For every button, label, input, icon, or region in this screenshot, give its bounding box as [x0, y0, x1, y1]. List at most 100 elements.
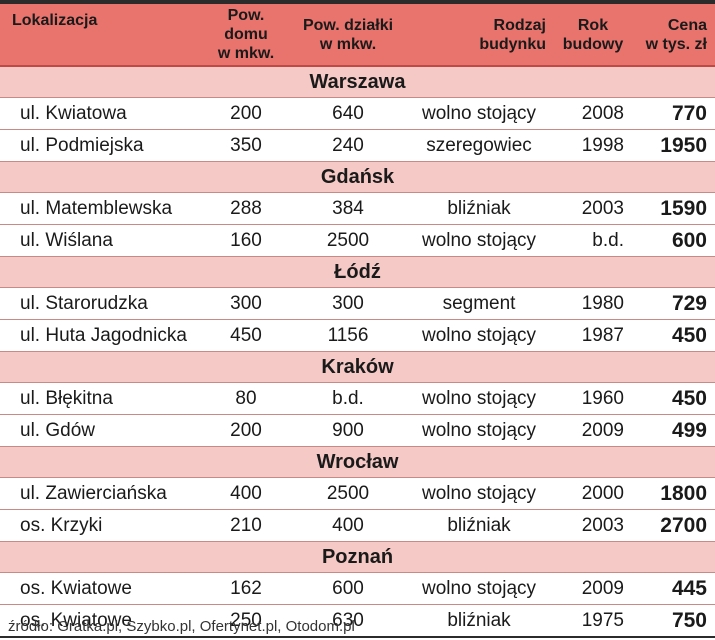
price-cell: 1590	[632, 192, 715, 225]
house-area-cell: 160	[200, 224, 292, 257]
table-row: os. Kwiatowe 250 630 bliźniak 1975 750	[0, 604, 715, 638]
year-cell: 2009	[554, 572, 632, 605]
table-row: os. Krzyki 210 400 bliźniak 2003 2700	[0, 509, 715, 542]
header-house-area: Pow. domu w mkw.	[200, 4, 292, 67]
building-type-cell: segment	[404, 287, 554, 320]
plot-area-cell: 384	[292, 192, 404, 225]
plot-area-cell: 2500	[292, 224, 404, 257]
building-type-cell: wolno stojący	[404, 382, 554, 415]
plot-area-cell: 2500	[292, 477, 404, 510]
year-cell: 2008	[554, 97, 632, 130]
city-name: Gdańsk	[0, 161, 715, 193]
house-area-cell: 288	[200, 192, 292, 225]
year-cell: 2003	[554, 192, 632, 225]
building-type-cell: bliźniak	[404, 192, 554, 225]
building-type-cell: wolno stojący	[404, 97, 554, 130]
location-cell: ul. Kwiatowa	[0, 97, 200, 130]
table-row: ul. Huta Jagodnicka 450 1156 wolno stojący 1…	[0, 319, 715, 352]
house-area-cell: 250	[200, 604, 292, 638]
location-cell: ul. Podmiejska	[0, 129, 200, 162]
price-cell: 750	[632, 604, 715, 638]
house-area-cell: 400	[200, 477, 292, 510]
table-row: ul. Wiślana 160 2500 wolno stojący b.d. 600	[0, 224, 715, 257]
house-area-cell: 200	[200, 97, 292, 130]
city-header-row: Warszawa	[0, 66, 715, 98]
price-cell: 450	[632, 319, 715, 352]
price-cell: 2700	[632, 509, 715, 542]
table-row: ul. Kwiatowa 200 640 wolno stojący 2008 770	[0, 97, 715, 130]
building-type-cell: wolno stojący	[404, 224, 554, 257]
location-cell: os. Kwiatowe	[0, 604, 200, 638]
location-cell: ul. Gdów	[0, 414, 200, 447]
table-row: ul. Gdów 200 900 wolno stojący 2009 499	[0, 414, 715, 447]
price-cell: 445	[632, 572, 715, 605]
building-type-cell: wolno stojący	[404, 477, 554, 510]
header-location: Lokalizacja	[0, 4, 200, 67]
price-cell: 1800	[632, 477, 715, 510]
table-body: Warszawa ul. Kwiatowa 200 640 wolno stojący 2…	[0, 66, 715, 638]
plot-area-cell: 900	[292, 414, 404, 447]
city-name: Poznań	[0, 541, 715, 573]
plot-area-cell: 600	[292, 572, 404, 605]
plot-area-cell: 630	[292, 604, 404, 638]
table-row: ul. Starorudzka 300 300 segment 1980 729	[0, 287, 715, 320]
house-area-cell: 210	[200, 509, 292, 542]
table-row: ul. Podmiejska 350 240 szeregowiec 1998 1950	[0, 129, 715, 162]
header-year: Rok budowy	[554, 4, 632, 67]
house-area-cell: 350	[200, 129, 292, 162]
building-type-cell: bliźniak	[404, 509, 554, 542]
header-plot-area: Pow. działki w mkw.	[292, 4, 404, 67]
plot-area-cell: 400	[292, 509, 404, 542]
plot-area-cell: b.d.	[292, 382, 404, 415]
house-area-cell: 80	[200, 382, 292, 415]
location-cell: ul. Huta Jagodnicka	[0, 319, 200, 352]
plot-area-cell: 640	[292, 97, 404, 130]
year-cell: 2009	[554, 414, 632, 447]
year-cell: b.d.	[554, 224, 632, 257]
price-cell: 499	[632, 414, 715, 447]
table-row: ul. Matemblewska 288 384 bliźniak 2003 1590	[0, 192, 715, 225]
building-type-cell: szeregowiec	[404, 129, 554, 162]
city-header-row: Gdańsk	[0, 161, 715, 193]
price-cell: 1950	[632, 129, 715, 162]
city-name: Łódź	[0, 256, 715, 288]
house-area-cell: 162	[200, 572, 292, 605]
location-cell: ul. Wiślana	[0, 224, 200, 257]
year-cell: 1960	[554, 382, 632, 415]
location-cell: os. Kwiatowe	[0, 572, 200, 605]
header-price: Cena w tys. zł	[632, 4, 715, 67]
city-name: Kraków	[0, 351, 715, 383]
table-row: ul. Zawierciańska 400 2500 wolno stojący 200…	[0, 477, 715, 510]
price-cell: 600	[632, 224, 715, 257]
table-header: Lokalizacja Pow. domu w mkw. Pow. działki…	[0, 4, 715, 67]
house-price-table: Lokalizacja Pow. domu w mkw. Pow. działki…	[0, 4, 715, 638]
top-rule	[0, 0, 715, 4]
price-cell: 729	[632, 287, 715, 320]
city-header-row: Kraków	[0, 351, 715, 383]
table-row: os. Kwiatowe 162 600 wolno stojący 2009 445	[0, 572, 715, 605]
year-cell: 2000	[554, 477, 632, 510]
source-note: źródło: Gratka.pl, Szybko.pl, Ofertynet.…	[8, 618, 355, 635]
location-cell: ul. Starorudzka	[0, 287, 200, 320]
year-cell: 1980	[554, 287, 632, 320]
year-cell: 1998	[554, 129, 632, 162]
year-cell: 1975	[554, 604, 632, 638]
building-type-cell: wolno stojący	[404, 414, 554, 447]
city-name: Warszawa	[0, 66, 715, 98]
location-cell: ul. Błękitna	[0, 382, 200, 415]
city-header-row: Łódź	[0, 256, 715, 288]
plot-area-cell: 1156	[292, 319, 404, 352]
house-area-cell: 450	[200, 319, 292, 352]
house-area-cell: 300	[200, 287, 292, 320]
plot-area-cell: 300	[292, 287, 404, 320]
price-cell: 450	[632, 382, 715, 415]
building-type-cell: wolno stojący	[404, 572, 554, 605]
building-type-cell: bliźniak	[404, 604, 554, 638]
city-header-row: Poznań	[0, 541, 715, 573]
city-header-row: Wrocław	[0, 446, 715, 478]
location-cell: os. Krzyki	[0, 509, 200, 542]
house-area-cell: 200	[200, 414, 292, 447]
year-cell: 2003	[554, 509, 632, 542]
building-type-cell: wolno stojący	[404, 319, 554, 352]
